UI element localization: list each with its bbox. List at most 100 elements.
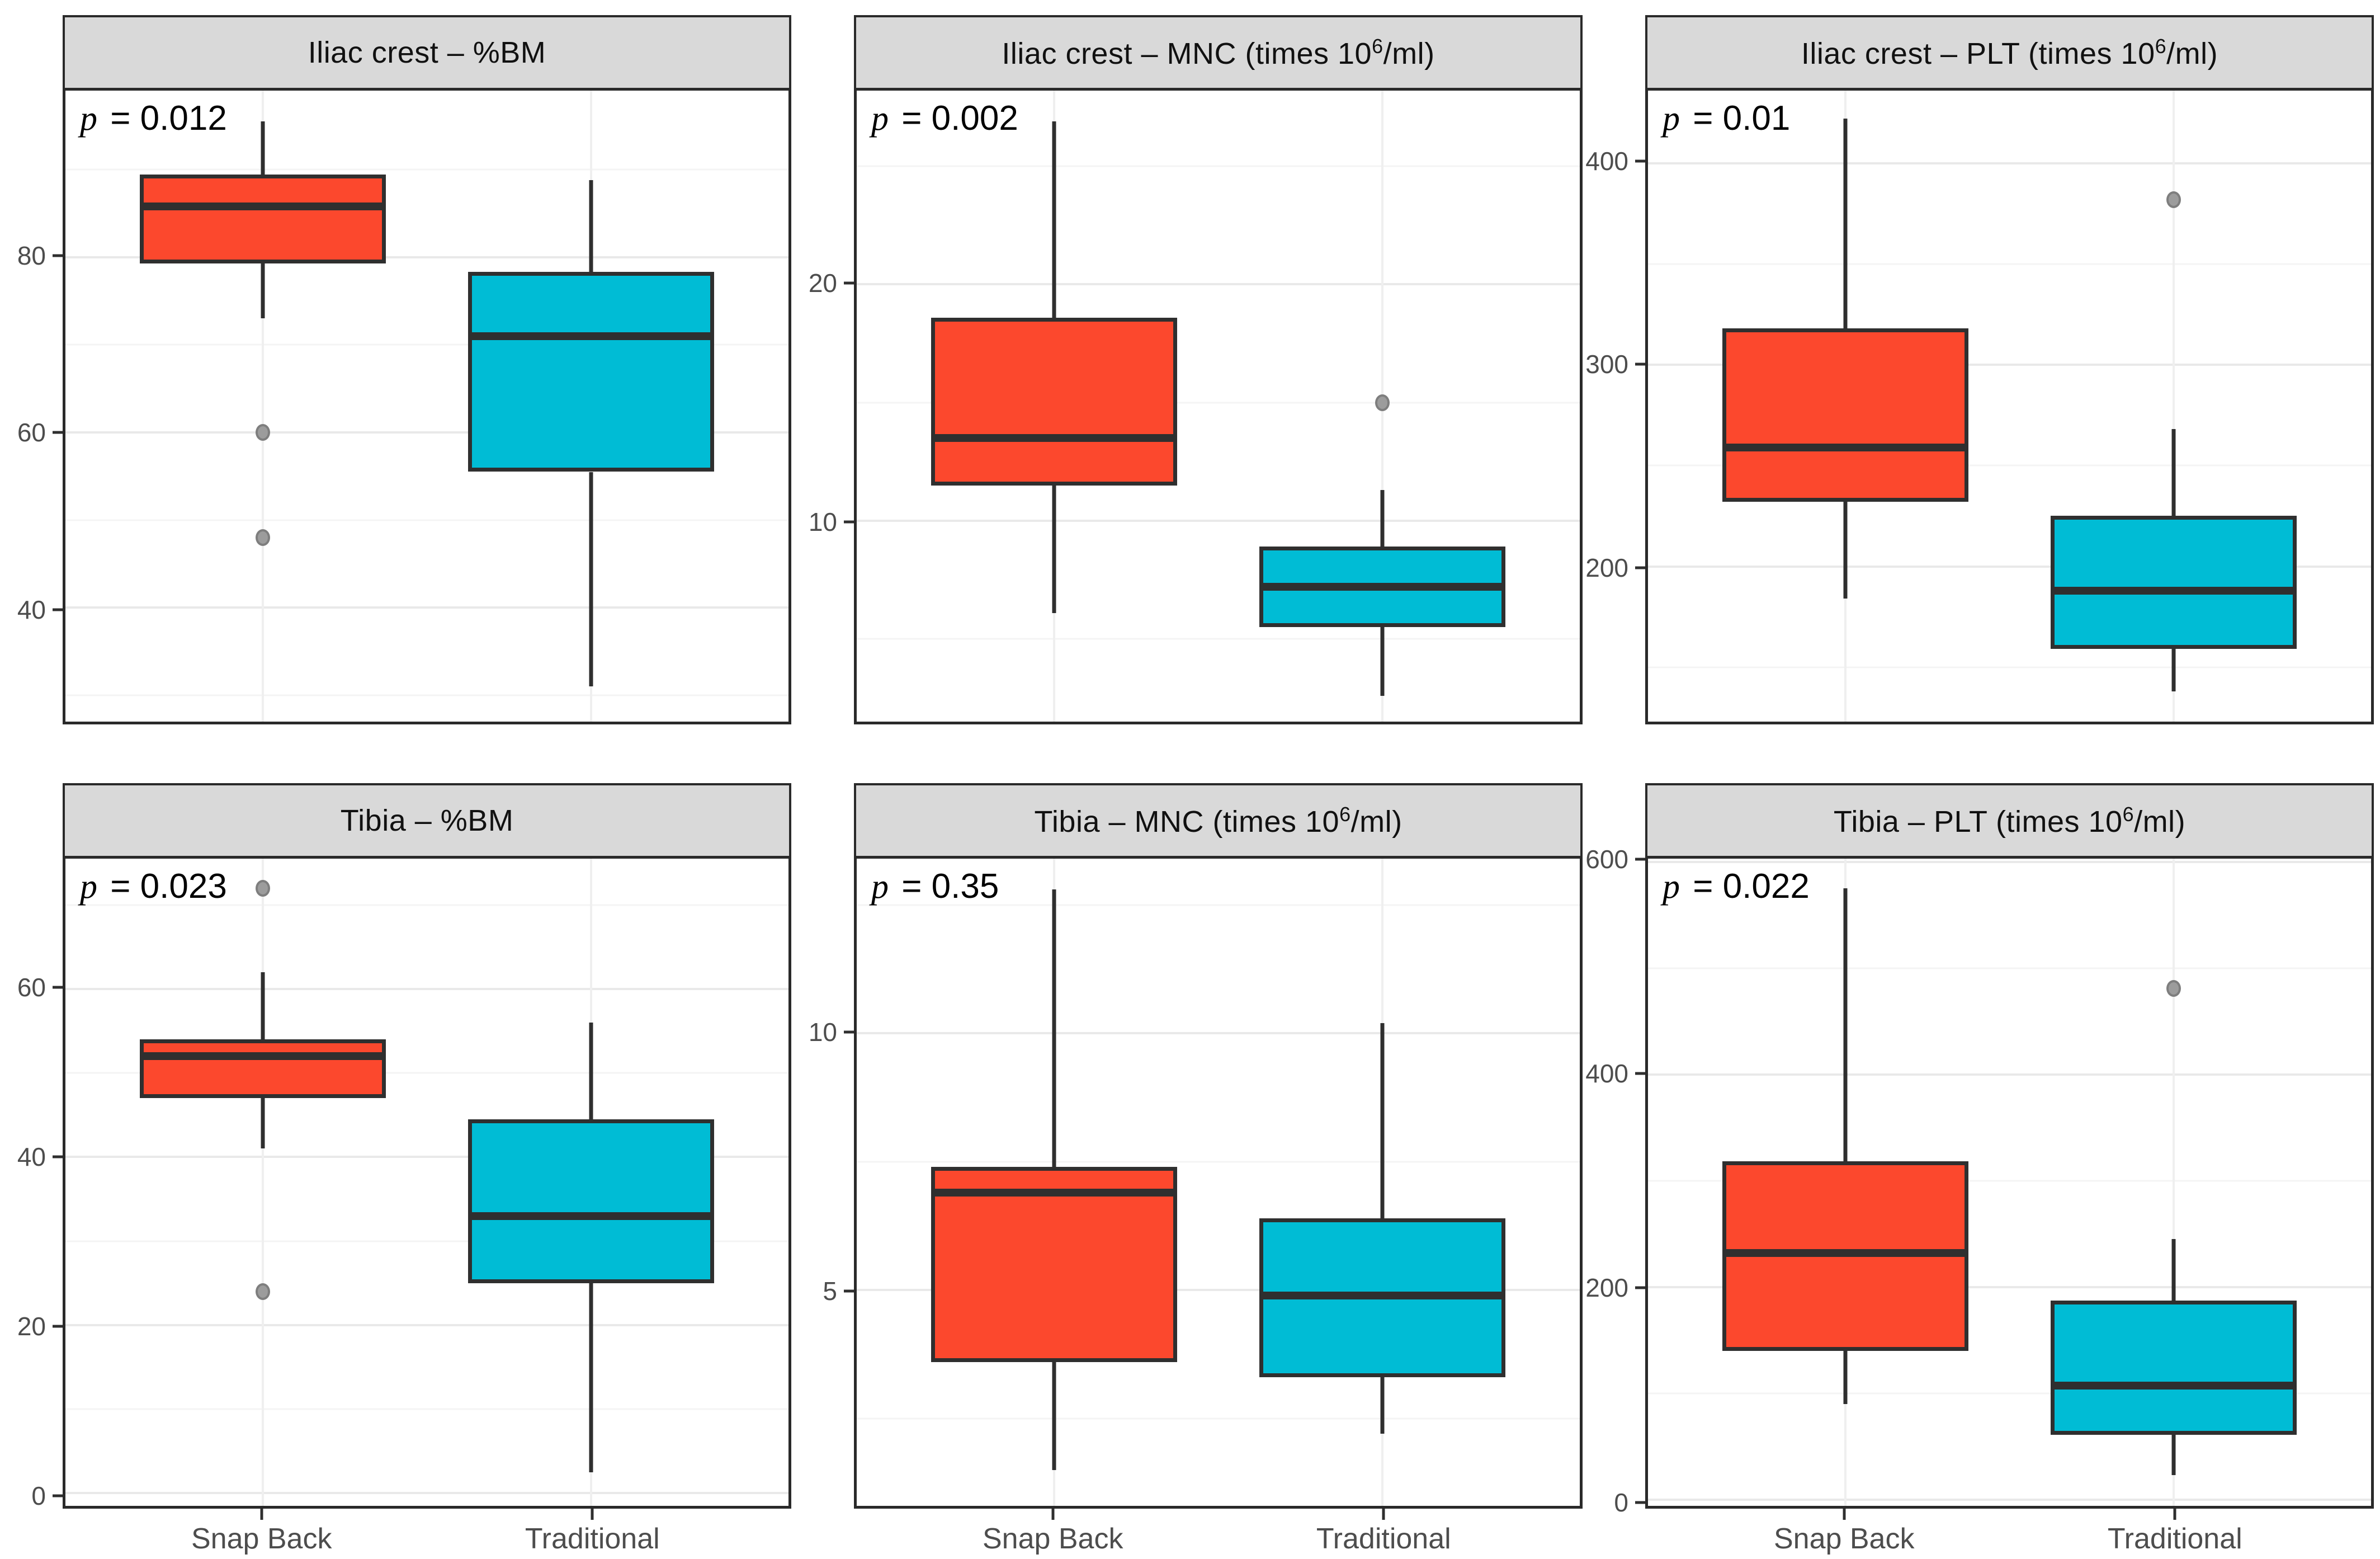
- whisker-upper: [261, 972, 265, 1040]
- whisker-upper: [1843, 119, 1848, 329]
- whisker-lower: [1380, 1377, 1385, 1434]
- facet-strip-title: Iliac crest – PLT (times 106/ml): [1801, 34, 2218, 70]
- whisker-upper: [589, 180, 593, 272]
- minor-gridline: [65, 1072, 788, 1074]
- whisker-upper: [2171, 429, 2176, 516]
- panel-cell: Iliac crest – MNC (times 106/ml) 10 20 p = …: [791, 15, 1583, 724]
- y-tick-mark: [1635, 1286, 1645, 1289]
- whisker-upper: [261, 121, 265, 175]
- major-gridline: [857, 283, 1580, 286]
- plot-area: p = 0.01: [1645, 88, 2374, 724]
- median-line: [468, 1212, 714, 1220]
- x-category-gridline: [2173, 91, 2175, 722]
- x-category-label: Snap Back: [191, 1523, 332, 1555]
- major-gridline: [857, 519, 1580, 522]
- panel-cell: Iliac crest – PLT (times 106/ml) 200 300 40…: [1583, 15, 2374, 724]
- minor-gridline: [1648, 967, 2371, 969]
- y-axis-gutter: 0 200 400 600: [1583, 845, 1645, 1517]
- median-line: [140, 1052, 386, 1061]
- y-tick-label: 40: [17, 595, 46, 624]
- plot-area: p = 0.023: [63, 856, 791, 1509]
- panel-cell: Tibia – %BM 0 20 40 60 p = 0.023 Snap Back Trad…: [0, 783, 791, 1559]
- panel-cell: Tibia – PLT (times 106/ml) 0 200 400 600 p = …: [1583, 783, 2374, 1559]
- whisker-lower: [1843, 1350, 1848, 1404]
- y-tick-mark: [1635, 1501, 1645, 1504]
- x-tick-mark: [260, 1509, 263, 1520]
- y-tick-label: 5: [823, 1277, 837, 1306]
- whisker-upper: [1052, 121, 1056, 318]
- y-tick-label: 20: [17, 1312, 46, 1341]
- median-line: [1722, 1249, 1968, 1257]
- box-snap-back: [931, 1166, 1177, 1362]
- plot-row: 5 10 p = 0.35: [791, 856, 1583, 1509]
- minor-gridline: [857, 1417, 1580, 1420]
- x-axis: Snap Back Traditional: [63, 1509, 791, 1559]
- y-tick-mark: [53, 254, 63, 257]
- whisker-upper: [2171, 1239, 2176, 1301]
- y-tick-label: 0: [1614, 1487, 1628, 1517]
- whisker-lower: [261, 1098, 265, 1149]
- major-gridline: [1648, 860, 2371, 863]
- y-axis-gutter: 5 10: [791, 856, 854, 1509]
- p-value-label: p = 0.023: [80, 867, 227, 906]
- box-snap-back: [931, 317, 1177, 486]
- major-gridline: [1648, 1498, 2371, 1501]
- major-gridline: [1648, 1073, 2371, 1076]
- whisker-lower: [1052, 1362, 1056, 1470]
- superscript-6: 6: [1372, 34, 1383, 58]
- y-tick-mark: [844, 520, 854, 524]
- x-category-gridline: [261, 859, 264, 1506]
- superscript-6: 6: [1339, 802, 1351, 826]
- outlier-point: [2166, 979, 2181, 997]
- outlier-point: [255, 1283, 270, 1300]
- y-tick-mark: [53, 608, 63, 611]
- median-line: [140, 202, 386, 210]
- y-tick-label: 10: [808, 507, 837, 536]
- whisker-upper: [1380, 1023, 1385, 1218]
- minor-gridline: [65, 519, 788, 521]
- minor-gridline: [1648, 464, 2371, 467]
- y-tick-mark: [53, 1325, 63, 1328]
- minor-gridline: [65, 694, 788, 696]
- major-gridline: [1648, 565, 2371, 568]
- y-tick-mark: [844, 1289, 854, 1293]
- y-tick-mark: [53, 986, 63, 989]
- plot-area: p = 0.35: [854, 856, 1583, 1509]
- facet-strip-title: Tibia – PLT (times 106/ml): [1833, 802, 2186, 839]
- x-tick-mark: [591, 1509, 594, 1520]
- facet-strip: Iliac crest – %BM: [63, 15, 791, 88]
- x-category-label: Traditional: [525, 1523, 660, 1555]
- y-tick-label: 60: [17, 418, 46, 448]
- p-value-label: p = 0.01: [1663, 99, 1791, 138]
- median-line: [468, 332, 714, 340]
- y-tick-mark: [1635, 858, 1645, 861]
- minor-gridline: [65, 343, 788, 346]
- facet-strip-title: Tibia – MNC (times 106/ml): [1034, 802, 1402, 839]
- plot-row: 0 200 400 600 p = 0.022: [1583, 845, 2374, 1517]
- plot-area: p = 0.012: [63, 88, 791, 724]
- minor-gridline: [857, 402, 1580, 404]
- x-tick-mark: [1382, 1509, 1385, 1520]
- box-traditional: [468, 1119, 714, 1283]
- y-tick-mark: [53, 1494, 63, 1497]
- median-line: [1722, 443, 1968, 451]
- outlier-point: [255, 879, 270, 897]
- y-tick-mark: [53, 1155, 63, 1158]
- panel-cell: Tibia – MNC (times 106/ml) 5 10 p = 0.35 Sna…: [791, 783, 1583, 1559]
- facet-strip: Tibia – %BM: [63, 783, 791, 856]
- y-tick-mark: [1635, 566, 1645, 569]
- whisker-lower: [589, 472, 593, 687]
- x-category-label: Traditional: [1316, 1523, 1451, 1555]
- whisker-lower: [1843, 502, 1848, 599]
- x-category-gridline: [2173, 859, 2175, 1506]
- minor-gridline: [65, 1240, 788, 1242]
- box-traditional: [2051, 516, 2297, 649]
- minor-gridline: [857, 165, 1580, 167]
- y-tick-label: 0: [31, 1481, 46, 1511]
- y-tick-mark: [1635, 159, 1645, 163]
- plot-row: 200 300 400 p = 0.01: [1583, 88, 2374, 724]
- facet-strip-title: Iliac crest – MNC (times 106/ml): [1002, 34, 1435, 70]
- minor-gridline: [1648, 666, 2371, 668]
- x-category-label: Snap Back: [1773, 1523, 1915, 1555]
